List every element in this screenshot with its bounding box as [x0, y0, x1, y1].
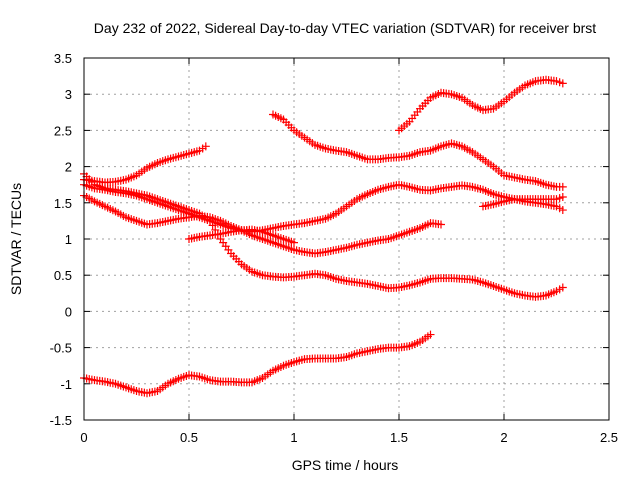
y-tick-label: 3 — [65, 87, 72, 102]
data-point — [558, 79, 567, 88]
y-tick-label: 2.5 — [54, 123, 72, 138]
data-points — [80, 75, 567, 398]
x-tick-label: 0.5 — [180, 430, 198, 445]
y-tick-label: -0.5 — [50, 341, 72, 356]
y-tick-label: -1 — [60, 377, 72, 392]
series-sat-d — [80, 169, 567, 301]
data-point — [290, 238, 298, 247]
series-sat-f — [269, 110, 567, 191]
data-point — [426, 330, 435, 339]
series-sat-g — [395, 75, 567, 135]
series-sat-e — [185, 225, 298, 247]
y-tick-label: 0 — [65, 304, 72, 319]
data-point — [558, 193, 567, 202]
y-tick-label: 1 — [65, 232, 72, 247]
series-sat-i — [80, 330, 435, 398]
data-point — [437, 220, 445, 229]
y-tick-label: 3.5 — [54, 51, 72, 66]
data-point — [558, 182, 567, 191]
x-tick-label: 0 — [80, 430, 87, 445]
series-sat-h — [479, 193, 567, 211]
x-tick-label: 1.5 — [390, 430, 408, 445]
data-point — [206, 216, 214, 225]
y-axis-label: SDTVAR / TECUs — [8, 183, 24, 295]
y-tick-label: 0.5 — [54, 268, 72, 283]
x-tick-label: 2.5 — [600, 430, 618, 445]
plot-frame — [83, 57, 610, 421]
x-tick-label: 2 — [500, 430, 507, 445]
data-point — [208, 221, 217, 230]
chart-title: Day 232 of 2022, Sidereal Day-to-day VTE… — [94, 20, 596, 36]
x-tick-label: 1 — [290, 430, 297, 445]
data-point — [558, 206, 567, 215]
y-tick-label: 1.5 — [54, 196, 72, 211]
y-tick-label: -1.5 — [50, 413, 72, 428]
grid-lines — [84, 58, 609, 420]
series-sat-a — [80, 142, 210, 187]
series-sat-c — [80, 191, 445, 258]
data-point — [558, 283, 567, 292]
data-point — [201, 142, 210, 151]
y-tick-label: 2 — [65, 160, 72, 175]
x-axis-label: GPS time / hours — [292, 457, 399, 473]
